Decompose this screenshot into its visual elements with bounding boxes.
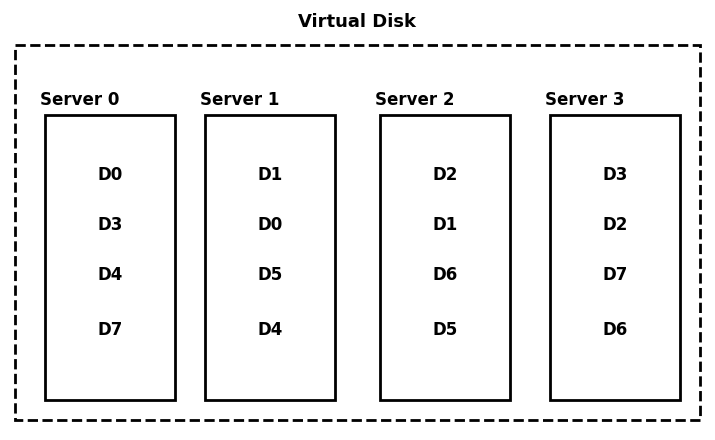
- Text: D5: D5: [257, 266, 282, 284]
- Bar: [45, 115, 175, 400]
- Text: D1: D1: [257, 166, 282, 184]
- Text: D2: D2: [433, 166, 458, 184]
- Text: D3: D3: [97, 216, 123, 234]
- Text: D7: D7: [602, 266, 628, 284]
- Bar: [380, 115, 510, 400]
- Text: D2: D2: [602, 216, 628, 234]
- Bar: [15, 45, 700, 420]
- Text: D7: D7: [97, 321, 123, 339]
- Text: D6: D6: [433, 266, 458, 284]
- Text: Server 3: Server 3: [545, 91, 624, 109]
- Text: Server 2: Server 2: [375, 91, 455, 109]
- Text: Server 0: Server 0: [40, 91, 119, 109]
- Bar: [205, 115, 335, 400]
- Text: D4: D4: [97, 266, 123, 284]
- Text: D3: D3: [602, 166, 628, 184]
- Text: D4: D4: [257, 321, 282, 339]
- Text: Server 1: Server 1: [200, 91, 280, 109]
- Text: D0: D0: [97, 166, 123, 184]
- Text: D1: D1: [433, 216, 458, 234]
- Text: D0: D0: [257, 216, 282, 234]
- Bar: [550, 115, 680, 400]
- Text: D5: D5: [433, 321, 458, 339]
- Text: D6: D6: [602, 321, 628, 339]
- Text: Virtual Disk: Virtual Disk: [298, 13, 416, 31]
